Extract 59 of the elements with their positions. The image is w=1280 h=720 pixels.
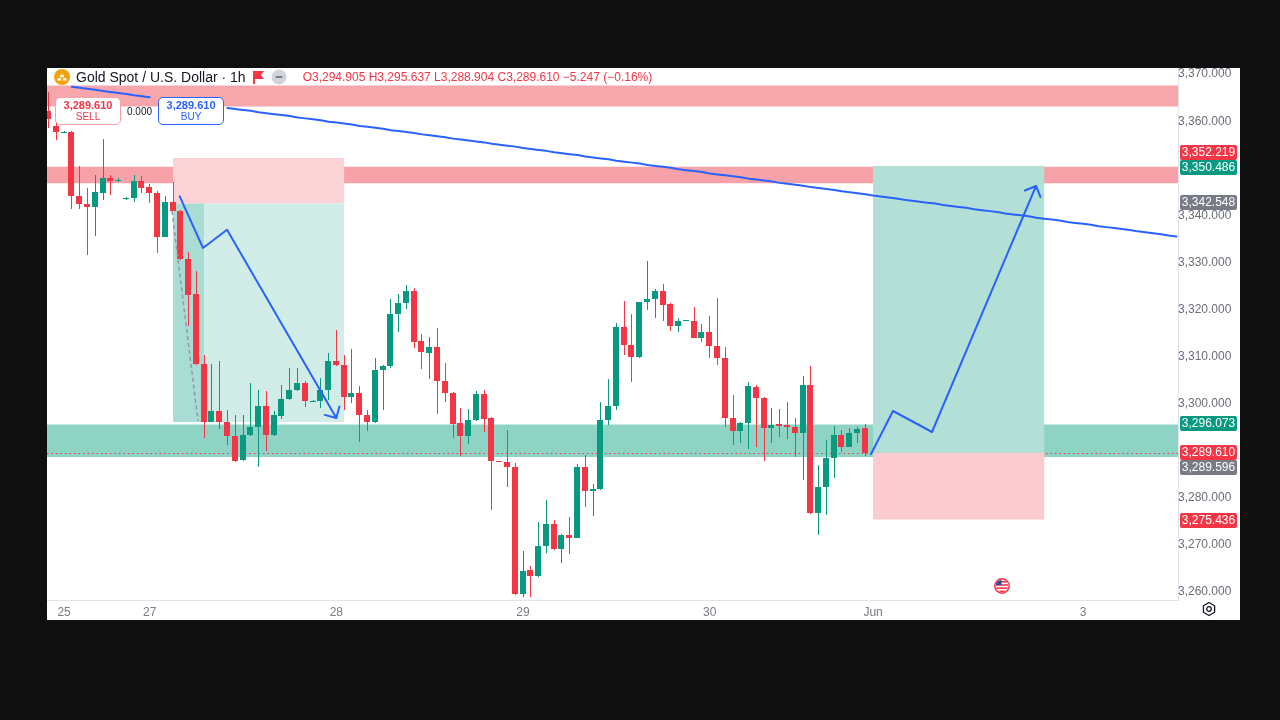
candlestick [527,566,533,597]
text: 3,275.436 [1180,512,1237,528]
y-tick-label: 3,280.000 [1178,490,1232,505]
text: 3,342.548 [1180,194,1237,210]
candlestick [216,361,222,429]
chart-subtitle: O3,294.905 H3,295.637 L3,288.904 C3,289.610 −5.247 (−0.16%) [302,70,653,84]
candlestick [590,484,596,516]
candlestick [644,261,650,310]
candlestick [566,517,572,554]
candlestick [753,385,759,447]
candlestick [255,390,261,467]
candlestick [76,166,82,209]
candlestick [84,188,90,255]
candlestick [348,349,354,403]
candlestick [714,298,720,365]
x-tick-label: 30 [703,604,717,619]
candlestick [333,330,339,366]
y-tick-label: 3,340.000 [1178,207,1232,222]
candlestick [426,337,432,379]
y-tick-label: 3,320.000 [1178,301,1232,316]
y-tick-label: 3,310.000 [1178,348,1232,363]
annotation: 0.000 [127,105,153,117]
text: 3,289.596 [1180,460,1237,476]
chart-title: Gold Spot / U.S. Dollar · 1h [76,69,246,85]
x-tick-label: 28 [329,604,344,619]
y-tick-label: 3,370.000 [1178,66,1232,81]
candlestick [784,402,790,439]
x-tick-label: 27 [143,604,157,619]
ref-line-label: 3,289.610 [1180,445,1237,461]
annotation: 3,289.610 [166,99,216,111]
candlestick [115,178,121,182]
annotation: 3,289.610 [63,99,113,111]
candlestick [768,408,774,443]
candlestick [208,364,214,422]
y-tick-label: 3,300.000 [1178,395,1232,410]
annotation: SELL [75,111,101,123]
candlestick [380,365,386,410]
text: 3,352.219 [1180,144,1237,160]
candlestick [92,175,98,236]
x-tick-label: 25 [57,604,72,619]
y-tick-label: 3,270.000 [1178,537,1232,552]
y-tick-label: 3,360.000 [1178,113,1232,128]
candlestick [854,427,860,443]
x-tick-label: 3 [1079,604,1087,619]
x-tick-label: 29 [516,604,531,619]
x-tick-label: Jun [863,604,883,619]
candlestick [730,395,736,445]
candlestick [776,409,782,437]
candlestick [628,314,634,382]
candlestick [247,383,253,436]
text: 3,296.073 [1180,415,1237,431]
candlestick [100,139,106,200]
annotation: BUY [180,111,202,123]
y-tick-label: 3,260.000 [1178,584,1232,599]
candlestick [652,289,658,318]
y-tick-label: 3,330.000 [1178,254,1232,269]
text: 3,350.486 [1180,159,1237,175]
candlestick [286,368,292,400]
candlestick [107,175,113,195]
